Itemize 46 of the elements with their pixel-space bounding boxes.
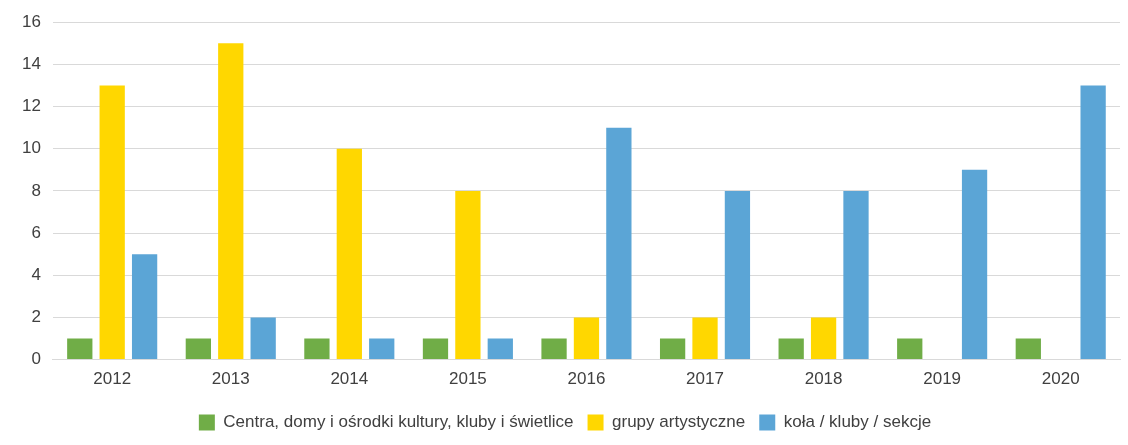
y-tick-label: 14 [21,54,41,74]
y-tick-label: 6 [31,222,41,242]
bar [1015,338,1041,360]
bar [724,190,751,360]
legend-label: Centra, domy i ośrodki kultury, kluby i świetlice [223,412,574,432]
bar [369,338,395,360]
bar [455,190,481,360]
x-tick-label: 2020 [1041,369,1080,389]
bar [659,338,686,360]
y-tick-label: 10 [21,138,41,158]
bar [810,317,837,360]
y-tick-label: 0 [31,349,41,369]
bar [336,148,362,360]
bar [422,338,449,360]
bar [218,43,244,360]
x-tick-label: 2019 [923,369,962,389]
y-tick-label: 2 [31,307,41,327]
bar [131,254,158,360]
bar [897,338,923,360]
bar [250,317,276,360]
bar [573,317,600,360]
bar [778,338,804,360]
x-tick-label: 2015 [448,369,487,389]
y-tick-label: 4 [31,264,41,284]
bar [487,338,513,360]
x-tick-label: 2017 [686,369,724,389]
y-tick-label: 16 [21,11,41,31]
bar [843,190,869,360]
bar [692,317,718,360]
legend-label: grupy artystyczne [612,412,746,432]
x-tick-label: 2014 [330,369,369,389]
bar [1080,85,1106,360]
x-tick-label: 2016 [567,369,606,389]
legend-label: koła / kluby / sekcje [783,412,932,432]
bar [606,127,632,360]
bar [67,338,93,360]
bar [185,338,211,360]
y-tick-label: 12 [21,96,41,116]
bar [961,169,988,360]
x-tick-label: 2018 [804,369,843,389]
bar [99,85,125,360]
y-tick-label: 8 [31,180,41,200]
bar [304,338,330,360]
x-tick-label: 2012 [93,369,132,389]
bar [541,338,567,360]
x-tick-label: 2013 [211,369,250,389]
